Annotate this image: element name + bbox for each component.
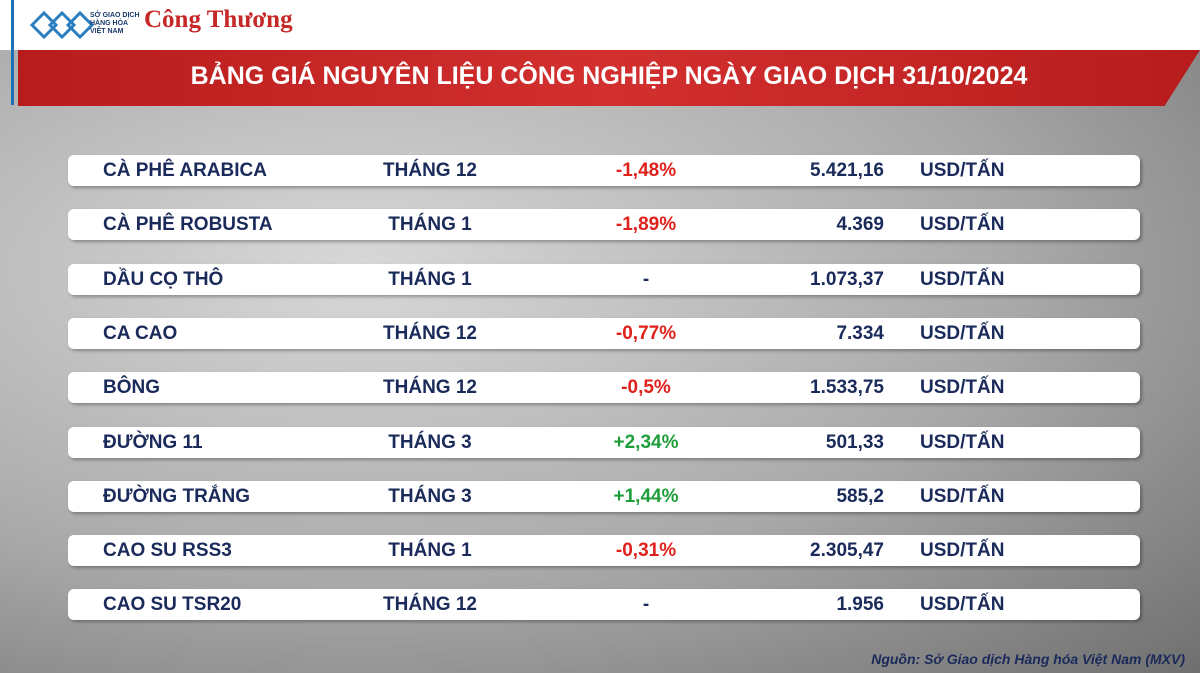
commodity: CÀ PHÊ ARABICA: [103, 160, 267, 181]
commodity: DẦU CỌ THÔ: [103, 268, 224, 290]
commodity: CAO SU TSR20: [103, 594, 242, 616]
contract-month: THÁNG 12: [383, 160, 477, 181]
unit: USD/TẤN: [920, 431, 1005, 453]
contract-month: THÁNG 12: [383, 594, 477, 616]
table-row: DẦU CỌ THÔ THÁNG 1 - 1.073,37 USD/TẤN: [68, 263, 1140, 295]
change: -0,31%: [615, 540, 677, 562]
logo-text: HÀNG HÓA: [90, 20, 129, 27]
commodity: ĐƯỜNG TRẮNG: [103, 485, 251, 507]
change: +2,34%: [613, 431, 679, 453]
price: 4.369: [836, 214, 884, 236]
change: -0,77%: [615, 322, 677, 344]
unit: USD/TẤN: [920, 540, 1005, 562]
title-banner: [18, 50, 1200, 106]
contract-month: THÁNG 1: [388, 540, 472, 562]
price: 1.073,37: [810, 268, 884, 290]
accent-line: [11, 0, 14, 105]
price: 2.305,47: [810, 540, 884, 562]
source: Nguồn: Sở Giao dịch Hàng hóa Việt Nam (M…: [871, 651, 1185, 667]
unit: USD/TẤN: [920, 322, 1005, 344]
commodity: CAO SU RSS3: [103, 540, 232, 562]
table-row: ĐƯỜNG TRẮNG THÁNG 3 +1,44% 585,2 USD/TẤN: [68, 480, 1140, 512]
unit: USD/TẤN: [920, 594, 1005, 616]
contract-month: THÁNG 12: [383, 322, 477, 344]
price: 501,33: [825, 431, 884, 453]
table-row: CÀ PHÊ ROBUSTA THÁNG 1 -1,89% 4.369 USD/TẤN: [68, 209, 1140, 241]
logo-icon: [30, 10, 95, 40]
change: +1,44%: [613, 485, 679, 507]
price: 7.334: [836, 322, 884, 344]
table-row: BÔNG THÁNG 12 -0,5% 1.533,75 USD/TẤN: [68, 372, 1140, 404]
change: -1,48%: [615, 160, 677, 181]
commodity: CÀ PHÊ ROBUSTA: [103, 214, 273, 236]
title: BẢNG GIÁ NGUYÊN LIỆU CÔNG NGHIỆP NGÀY GI…: [190, 62, 1028, 90]
unit: USD/TẤN: [920, 377, 1005, 399]
table-row: CAO SU TSR20 THÁNG 12 - 1.956 USD/TẤN: [68, 589, 1140, 621]
unit: USD/TẤN: [920, 268, 1005, 290]
unit: USD/TẤN: [920, 214, 1005, 236]
logo-text: VIỆT NAM: [90, 28, 124, 35]
commodity: BÔNG: [103, 377, 160, 399]
commodity: CA CAO: [103, 322, 178, 344]
commodity: ĐƯỜNG 11: [103, 431, 203, 453]
change: -: [642, 268, 650, 290]
price: 1.956: [836, 594, 884, 616]
table-row: ĐƯỜNG 11 THÁNG 3 +2,34% 501,33 USD/TẤN: [68, 426, 1140, 458]
table-row: CAO SU RSS3 THÁNG 1 -0,31% 2.305,47 USD/TẤN: [68, 535, 1140, 567]
table-row: CÀ PHÊ ARABICA THÁNG 12 -1,48% 5.421,16 USD/…: [68, 155, 1140, 186]
top-bar: [0, 0, 1200, 50]
logo-text: SỞ GIAO DỊCH: [90, 12, 140, 19]
contract-month: THÁNG 1: [388, 214, 472, 236]
contract-month: THÁNG 3: [388, 431, 472, 453]
price: 585,2: [836, 485, 884, 507]
brand: Công Thương: [144, 6, 293, 33]
contract-month: THÁNG 1: [388, 268, 472, 290]
table-row: CA CAO THÁNG 12 -0,77% 7.334 USD/TẤN: [68, 317, 1140, 349]
price: 1.533,75: [810, 377, 884, 399]
contract-month: THÁNG 3: [388, 485, 472, 507]
unit: USD/TẤN: [920, 485, 1005, 507]
unit: USD/TẤN: [920, 160, 1005, 181]
change: -1,89%: [615, 214, 677, 236]
change: -: [642, 594, 650, 616]
price: 5.421,16: [810, 160, 884, 181]
contract-month: THÁNG 12: [383, 377, 477, 399]
change: -0,5%: [621, 377, 671, 399]
